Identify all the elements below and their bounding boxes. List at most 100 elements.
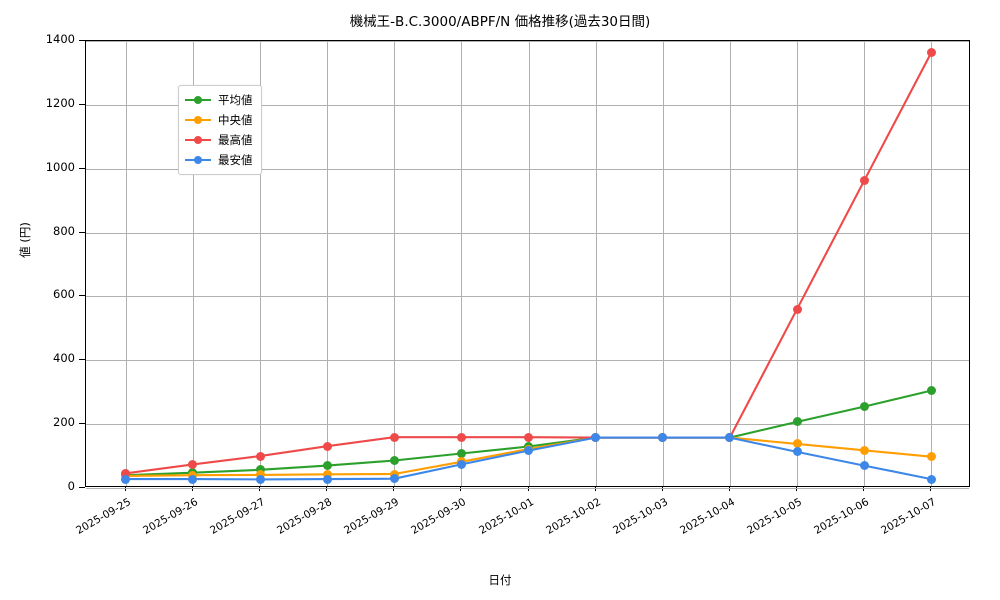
gridline-vertical [327,41,329,486]
data-point [859,176,869,186]
y-tick-mark [79,423,85,425]
gridline-horizontal [86,41,969,42]
data-point [255,451,265,461]
y-tick-label: 1200 [45,95,75,110]
x-tick-mark [796,487,797,491]
legend-item-label: 平均値 [218,93,253,107]
x-tick-label: 2025-10-04 [677,496,737,537]
data-point [322,469,332,479]
gridline-horizontal [86,424,969,426]
data-point [322,441,332,451]
legend-item-2[interactable]: 中央値 [185,110,253,130]
y-tick-mark [79,359,85,361]
gridline-vertical [864,41,866,486]
x-tick-mark [728,487,730,491]
gridline-horizontal [86,104,969,106]
x-tick-mark [930,487,932,491]
x-tick-mark [393,487,395,491]
x-tick-mark [661,487,663,491]
y-tick-label: 600 [53,287,75,302]
x-tick-mark [863,487,865,491]
x-tick-label: 2025-10-01 [476,496,536,537]
x-tick-mark [259,487,260,491]
data-point [322,474,332,484]
data-point [792,417,802,427]
y-tick-label: 200 [53,415,75,430]
y-tick-mark [79,295,85,297]
data-point [456,449,466,458]
data-point [926,452,936,462]
x-tick-label: 2025-09-29 [342,496,402,537]
data-point [389,469,399,479]
gridline-horizontal [86,488,969,489]
data-point [456,459,466,469]
data-point [188,459,198,469]
data-point [725,433,735,443]
data-point [859,445,869,455]
x-tick-label: 2025-09-27 [208,496,267,537]
data-point [926,474,936,484]
data-point [389,474,399,484]
data-point [322,461,332,471]
x-tick-label: 2025-10-07 [879,496,939,537]
data-point [658,433,668,443]
legend-item-label: 最安値 [218,153,253,167]
gridline-horizontal [86,232,969,234]
gridline-vertical [260,41,261,486]
x-tick-label: 2025-09-30 [409,496,469,537]
data-point [792,304,802,314]
y-axis-title: 値 (円) [18,222,32,258]
data-point [389,432,399,442]
data-point [859,402,869,412]
legend-item-3[interactable]: 最高値 [185,130,253,150]
data-point [121,474,131,484]
gridline-vertical [662,41,664,486]
legend-item-1[interactable]: 平均値 [185,90,253,110]
y-tick-label: 400 [53,351,75,366]
data-point [926,386,936,396]
x-tick-mark [527,487,529,491]
legend-line-marker-icon [185,154,211,166]
legend-item-4[interactable]: 最安値 [185,150,253,170]
legend-item-label: 中央値 [218,113,253,127]
gridline-vertical [461,41,463,486]
x-tick-mark [124,487,126,491]
data-point [389,456,399,465]
legend-line-marker-icon [185,94,211,106]
gridline-vertical [797,41,798,486]
gridline-vertical [528,41,530,486]
data-point [456,432,466,442]
x-tick-mark [594,487,596,491]
legend-line-marker-icon [185,134,211,146]
gridline-vertical [931,41,933,486]
x-tick-mark [326,487,328,491]
chart-legend[interactable]: 平均値中央値最高値最安値 [178,85,262,175]
data-point [792,439,802,449]
data-point [255,465,265,475]
gridline-vertical [595,41,597,486]
plot-area: 平均値中央値最高値最安値 [85,40,970,489]
gridline-vertical [394,41,396,486]
y-tick-mark [79,487,85,488]
gridline-horizontal [86,168,969,170]
y-tick-mark [79,103,85,105]
series-layer [86,41,969,486]
data-point [188,474,198,484]
x-tick-label: 2025-10-03 [610,496,670,537]
x-tick-label: 2025-10-06 [812,496,872,537]
data-point [121,468,131,478]
data-point [524,432,533,442]
data-point [859,461,869,471]
y-tick-label: 800 [53,223,75,238]
y-tick-label: 1000 [45,159,75,174]
x-tick-mark [191,487,193,491]
legend-line-marker-icon [185,114,211,126]
gridline-horizontal [86,360,969,362]
x-axis-title: 日付 [488,573,512,587]
x-tick-label: 2025-10-02 [543,496,603,537]
y-tick-mark [79,40,85,41]
x-tick-label: 2025-09-25 [73,496,133,537]
y-tick-mark [79,231,85,233]
y-tick-label: 1400 [45,32,75,46]
